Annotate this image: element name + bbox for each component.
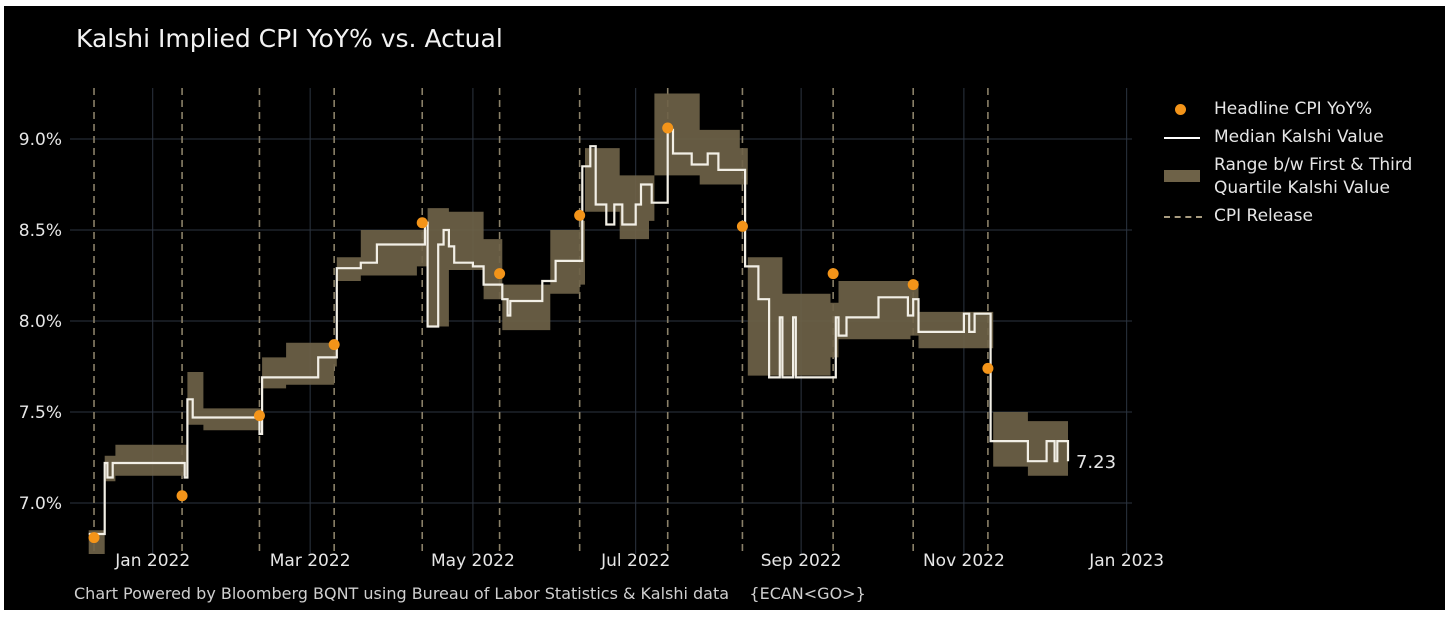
x-tick-label: Mar 2022 [270,551,351,571]
headline-cpi-point [88,532,100,544]
headline-cpi-point [494,268,506,280]
median-line [88,128,1070,536]
headline-cpi-point [416,217,428,229]
headline-cpi-point [253,410,265,422]
legend-item-range[interactable]: Range b/w First & Third Quartile Kalshi … [1164,154,1449,200]
x-tick-label: Jan 2023 [1088,551,1164,571]
y-tick-label: 7.0% [19,494,62,514]
legend-label-median: Median Kalshi Value [1214,127,1384,147]
legend-label-release: CPI Release [1214,206,1313,226]
chart-footer: Chart Powered by Bloomberg BQNT using Bu… [74,584,866,603]
x-tick-label: Sep 2022 [761,551,842,571]
headline-cpi-point [907,279,919,291]
legend-line-icon [1164,137,1200,139]
median-end-label: 7.23 [1076,452,1116,473]
y-tick-label: 7.5% [19,403,62,423]
legend-dash-icon [1164,216,1202,218]
headline-cpi-point [736,220,748,232]
x-tick-label: Jul 2022 [600,551,670,571]
y-tick-label: 8.0% [19,312,62,332]
headline-cpi-point [662,122,674,134]
chart-plot: 7.0% 7.5% 8.0% 8.5% 9.0% Jan 2022 Mar 2022 May … [19,88,1164,571]
legend-dot-icon [1175,104,1186,115]
y-tick-label: 9.0% [19,130,62,150]
headline-cpi-point [328,339,340,351]
headline-cpi-point [176,490,188,502]
legend-band-icon [1164,170,1200,182]
headline-cpi-point [827,268,839,280]
x-tick-label: Jan 2022 [114,551,190,571]
legend-item-headline[interactable]: Headline CPI YoY% [1164,98,1449,121]
x-tick-label: May 2022 [431,551,515,571]
legend-label-range-2: Quartile Kalshi Value [1214,178,1390,198]
chart-title: Kalshi Implied CPI YoY% vs. Actual [76,24,503,53]
chart-frame: Kalshi Implied CPI YoY% vs. Actual 7.0% 7… [4,6,1445,610]
legend-item-median[interactable]: Median Kalshi Value [1164,126,1449,149]
legend-item-release[interactable]: CPI Release [1164,205,1449,228]
quartile-band [88,93,1068,554]
legend-label-headline: Headline CPI YoY% [1214,99,1373,119]
x-tick-label: Nov 2022 [923,551,1005,571]
legend: Headline CPI YoY% Median Kalshi Value Ra… [1164,98,1449,233]
y-tick-label: 8.5% [19,221,62,241]
headline-cpi-point [982,362,994,374]
headline-cpi-point [574,209,586,221]
legend-label-range-1: Range b/w First & Third [1214,155,1413,175]
